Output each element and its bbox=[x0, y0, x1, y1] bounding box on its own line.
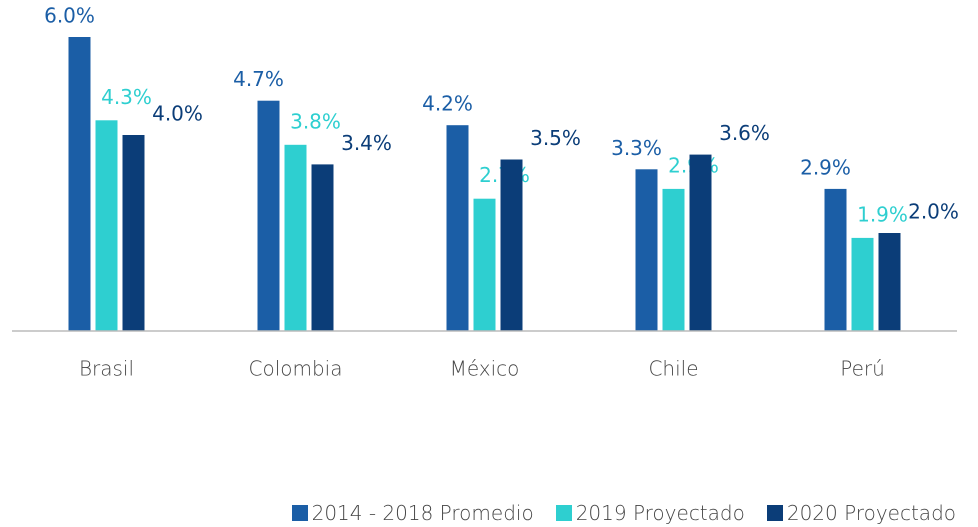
bar bbox=[257, 100, 280, 331]
bar bbox=[689, 154, 712, 331]
bar bbox=[446, 125, 469, 331]
legend-label: 2019 Proyectado bbox=[575, 501, 745, 525]
bar bbox=[68, 37, 91, 331]
value-label: 3.4% bbox=[341, 131, 392, 155]
value-label: 4.0% bbox=[152, 102, 203, 126]
value-label: 3.3% bbox=[611, 136, 662, 160]
value-label: 3.8% bbox=[290, 109, 341, 133]
bar bbox=[635, 169, 658, 331]
bar bbox=[95, 120, 118, 331]
value-label: 3.5% bbox=[530, 126, 581, 150]
bar bbox=[878, 233, 901, 331]
bar bbox=[500, 159, 523, 331]
value-label: 6.0% bbox=[44, 4, 95, 28]
legend-swatch bbox=[766, 505, 783, 521]
bar bbox=[284, 144, 307, 331]
legend-swatch bbox=[555, 505, 572, 521]
legend-label: 2020 Proyectado bbox=[786, 501, 956, 525]
value-label: 4.2% bbox=[422, 92, 473, 116]
value-label: 2.0% bbox=[908, 200, 959, 224]
x-tick-label: México bbox=[450, 357, 520, 381]
legend: 2014 - 2018 Promedio 2019 Proyectado 2020 … bbox=[291, 501, 956, 525]
x-tick-label: Colombia bbox=[249, 357, 343, 381]
x-tick-label: Chile bbox=[648, 357, 698, 381]
legend-swatch bbox=[291, 505, 308, 521]
value-label: 4.3% bbox=[101, 85, 152, 109]
bar bbox=[851, 237, 874, 331]
value-label: 2.9% bbox=[800, 155, 851, 179]
value-label: 1.9% bbox=[857, 202, 908, 226]
value-label: 4.7% bbox=[233, 67, 284, 91]
bar bbox=[824, 188, 847, 331]
x-tick-label: Perú bbox=[840, 357, 885, 381]
bar bbox=[662, 188, 685, 331]
bar bbox=[311, 164, 334, 331]
legend-item: 2019 Proyectado bbox=[555, 501, 745, 525]
x-tick-label: Brasil bbox=[79, 357, 134, 381]
legend-item: 2020 Proyectado bbox=[766, 501, 956, 525]
legend-item: 2014 - 2018 Promedio bbox=[291, 501, 534, 525]
bar bbox=[122, 135, 145, 331]
value-label: 3.6% bbox=[719, 121, 770, 145]
legend-label: 2014 - 2018 Promedio bbox=[311, 501, 534, 525]
bar bbox=[473, 198, 496, 331]
